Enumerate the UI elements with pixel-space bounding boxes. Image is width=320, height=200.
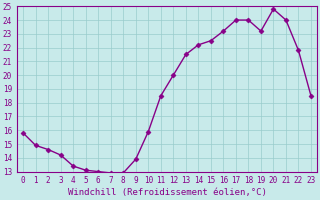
X-axis label: Windchill (Refroidissement éolien,°C): Windchill (Refroidissement éolien,°C): [68, 188, 267, 197]
